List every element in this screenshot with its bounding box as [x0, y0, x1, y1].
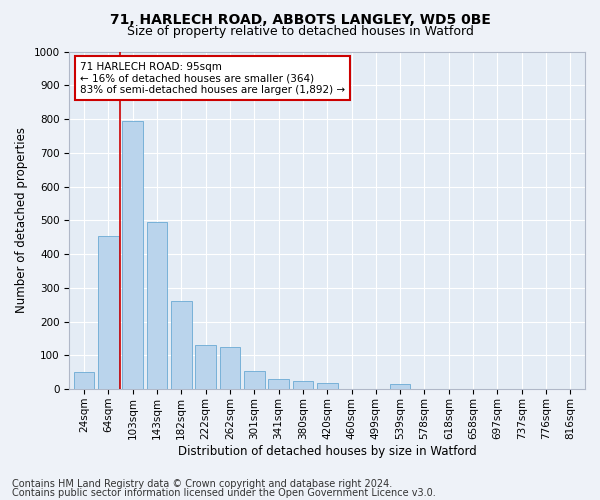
- Text: Contains HM Land Registry data © Crown copyright and database right 2024.: Contains HM Land Registry data © Crown c…: [12, 479, 392, 489]
- Bar: [317, 383, 338, 389]
- Bar: [268, 379, 289, 389]
- Bar: [390, 384, 410, 389]
- Bar: [293, 380, 313, 389]
- Bar: [146, 222, 167, 389]
- Bar: [122, 120, 143, 389]
- Text: Size of property relative to detached houses in Watford: Size of property relative to detached ho…: [127, 25, 473, 38]
- Text: 71 HARLECH ROAD: 95sqm
← 16% of detached houses are smaller (364)
83% of semi-de: 71 HARLECH ROAD: 95sqm ← 16% of detached…: [80, 62, 345, 95]
- Bar: [220, 347, 240, 389]
- Bar: [195, 346, 216, 389]
- Y-axis label: Number of detached properties: Number of detached properties: [15, 128, 28, 314]
- Text: Contains public sector information licensed under the Open Government Licence v3: Contains public sector information licen…: [12, 488, 436, 498]
- X-axis label: Distribution of detached houses by size in Watford: Distribution of detached houses by size …: [178, 444, 476, 458]
- Bar: [74, 372, 94, 389]
- Bar: [171, 302, 191, 389]
- Text: 71, HARLECH ROAD, ABBOTS LANGLEY, WD5 0BE: 71, HARLECH ROAD, ABBOTS LANGLEY, WD5 0B…: [110, 12, 490, 26]
- Bar: [244, 370, 265, 389]
- Bar: [98, 236, 119, 389]
